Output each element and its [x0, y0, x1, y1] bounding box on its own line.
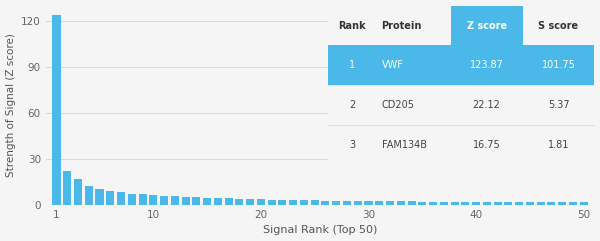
Bar: [300, 200, 308, 205]
Bar: [106, 191, 115, 205]
Text: Rank: Rank: [338, 20, 366, 31]
Bar: [429, 202, 437, 205]
FancyBboxPatch shape: [328, 85, 376, 125]
Bar: [171, 196, 179, 205]
FancyBboxPatch shape: [451, 85, 523, 125]
Bar: [515, 202, 523, 205]
FancyBboxPatch shape: [328, 125, 376, 165]
Bar: [472, 202, 480, 205]
Bar: [52, 15, 61, 205]
FancyBboxPatch shape: [451, 46, 523, 85]
Bar: [74, 179, 82, 205]
Text: Protein: Protein: [382, 20, 422, 31]
FancyBboxPatch shape: [376, 125, 451, 165]
Bar: [494, 202, 502, 205]
FancyBboxPatch shape: [451, 125, 523, 165]
Bar: [440, 202, 448, 205]
Text: 3: 3: [349, 140, 355, 150]
Text: VWF: VWF: [382, 60, 403, 70]
Bar: [257, 199, 265, 205]
Bar: [214, 198, 222, 205]
Bar: [311, 201, 319, 205]
Text: 101.75: 101.75: [542, 60, 575, 70]
Bar: [354, 201, 362, 205]
Y-axis label: Strength of Signal (Z score): Strength of Signal (Z score): [5, 33, 16, 177]
FancyBboxPatch shape: [376, 85, 451, 125]
Text: 1.81: 1.81: [548, 140, 569, 150]
Bar: [193, 197, 200, 205]
Bar: [203, 198, 211, 205]
Bar: [407, 201, 416, 205]
Text: 1: 1: [349, 60, 355, 70]
Bar: [160, 196, 168, 205]
Bar: [547, 202, 556, 205]
Bar: [505, 202, 512, 205]
Bar: [483, 202, 491, 205]
Bar: [95, 189, 104, 205]
Text: FAM134B: FAM134B: [382, 140, 427, 150]
Bar: [536, 202, 545, 205]
Bar: [418, 201, 427, 205]
Bar: [128, 194, 136, 205]
Bar: [289, 200, 297, 205]
Bar: [224, 198, 233, 205]
FancyBboxPatch shape: [376, 46, 451, 85]
Bar: [332, 201, 340, 205]
FancyBboxPatch shape: [376, 6, 451, 46]
Text: CD205: CD205: [382, 100, 415, 110]
Bar: [451, 202, 458, 205]
X-axis label: Signal Rank (Top 50): Signal Rank (Top 50): [263, 225, 377, 235]
Bar: [558, 202, 566, 205]
Bar: [85, 186, 93, 205]
Text: 123.87: 123.87: [470, 60, 503, 70]
FancyBboxPatch shape: [523, 85, 595, 125]
FancyBboxPatch shape: [523, 125, 595, 165]
Bar: [580, 202, 588, 205]
FancyBboxPatch shape: [328, 6, 376, 46]
Bar: [268, 200, 276, 205]
Text: S score: S score: [538, 20, 578, 31]
Bar: [235, 199, 244, 205]
Text: 16.75: 16.75: [473, 140, 500, 150]
Bar: [322, 201, 329, 205]
Bar: [397, 201, 405, 205]
Bar: [386, 201, 394, 205]
Bar: [461, 202, 469, 205]
Bar: [526, 202, 534, 205]
Bar: [63, 171, 71, 205]
Bar: [569, 202, 577, 205]
Text: Z score: Z score: [467, 20, 507, 31]
Text: 22.12: 22.12: [473, 100, 500, 110]
Text: 2: 2: [349, 100, 355, 110]
Text: 5.37: 5.37: [548, 100, 569, 110]
Bar: [149, 195, 157, 205]
Bar: [117, 193, 125, 205]
FancyBboxPatch shape: [451, 6, 523, 46]
Bar: [182, 197, 190, 205]
Bar: [139, 194, 146, 205]
FancyBboxPatch shape: [328, 46, 376, 85]
Bar: [343, 201, 351, 205]
FancyBboxPatch shape: [523, 46, 595, 85]
Bar: [246, 199, 254, 205]
Bar: [364, 201, 373, 205]
Bar: [278, 200, 286, 205]
Bar: [375, 201, 383, 205]
FancyBboxPatch shape: [523, 6, 595, 46]
